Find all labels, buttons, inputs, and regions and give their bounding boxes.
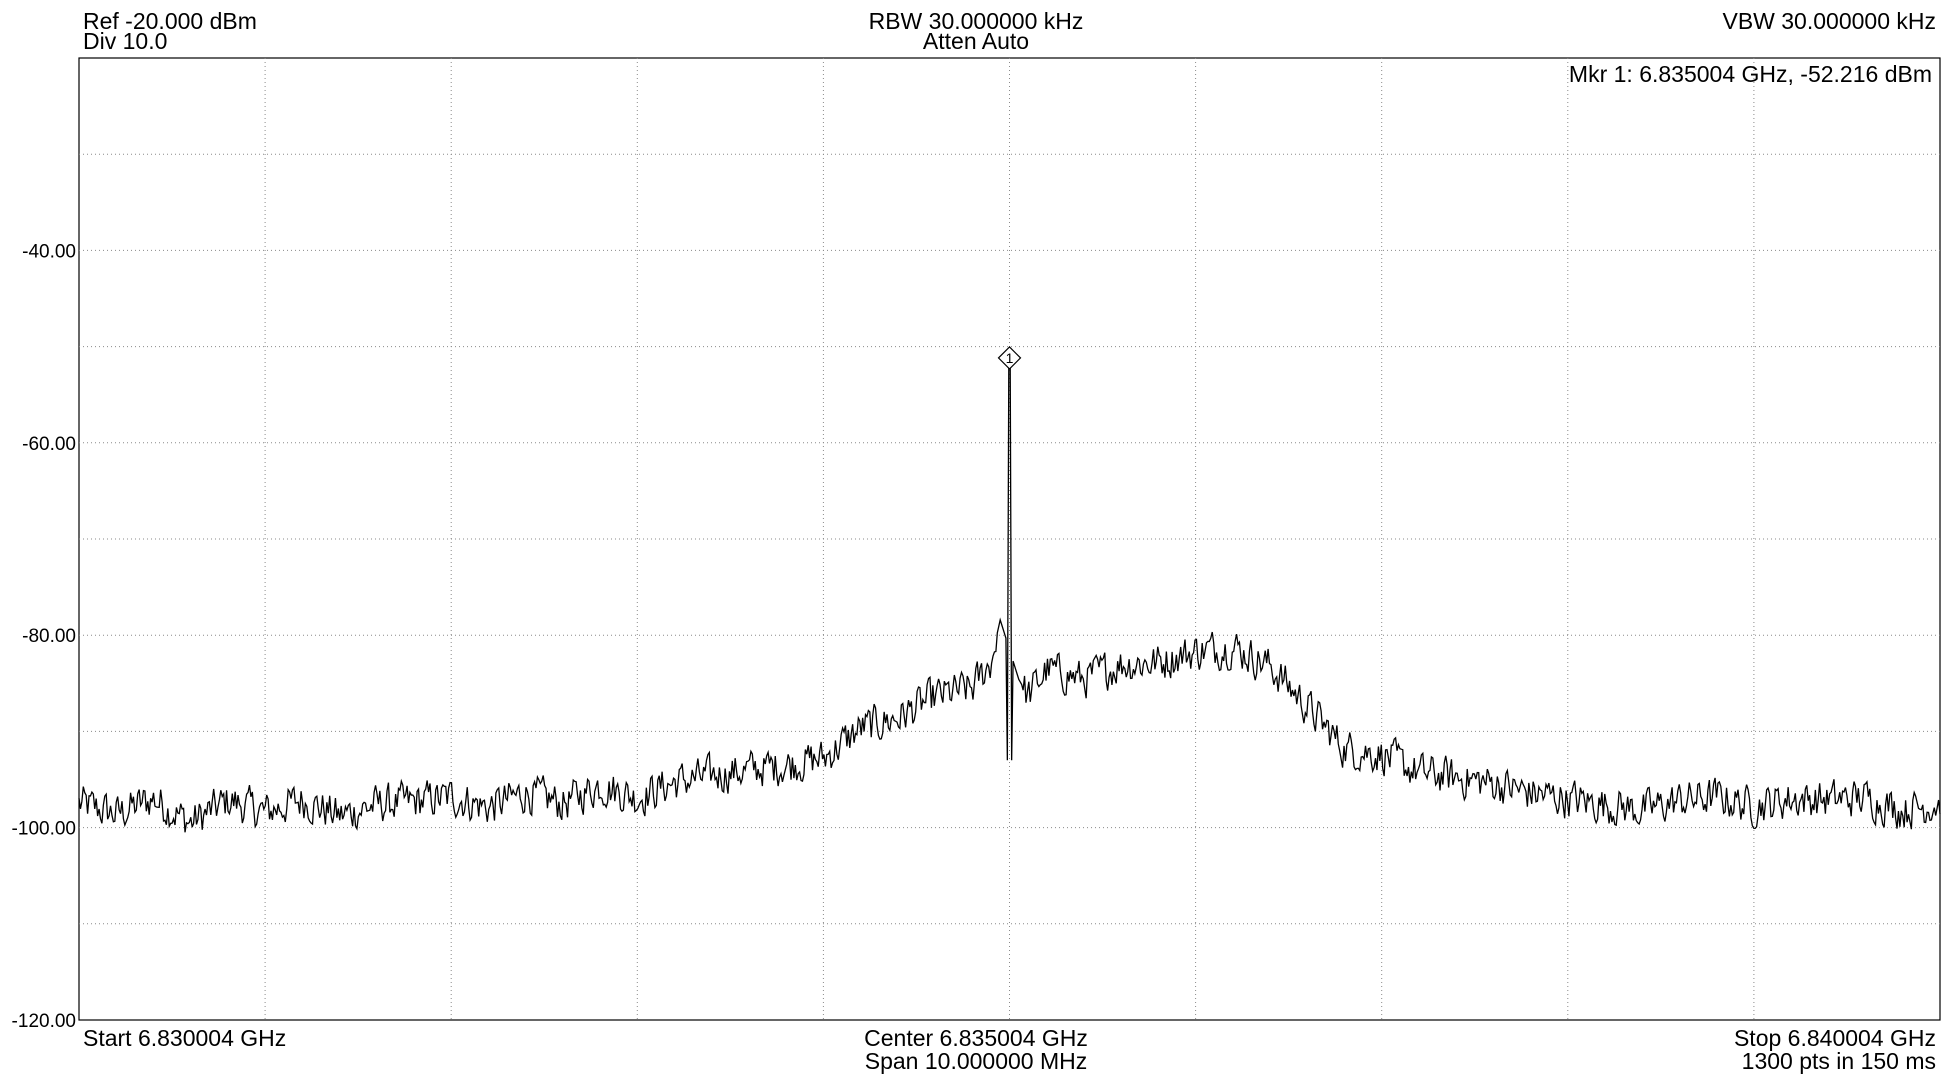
rbw-label: RBW 30.000000 kHz bbox=[868, 8, 1084, 34]
ref-level-label: Ref -20.000 dBm bbox=[83, 8, 257, 34]
marker-readout: Mkr 1: 6.835004 GHz, -52.216 dBm bbox=[1569, 61, 1932, 87]
vbw-label: VBW 30.000000 kHz bbox=[1722, 8, 1936, 34]
div-scale-label: Div 10.0 bbox=[83, 28, 168, 54]
y-tick-label: -40.00 bbox=[22, 241, 76, 262]
marker-1: 1 bbox=[997, 346, 1022, 370]
y-axis-ticks: -40.00 -60.00 -80.00 -100.00 -120.00 bbox=[12, 241, 76, 1032]
marker-number: 1 bbox=[1006, 350, 1014, 366]
y-tick-label: -80.00 bbox=[22, 626, 76, 647]
center-freq-label: Center 6.835004 GHz bbox=[864, 1025, 1088, 1051]
atten-label: Atten Auto bbox=[922, 28, 1030, 54]
y-tick-label: -100.00 bbox=[12, 819, 76, 840]
marker-diamond-icon bbox=[997, 346, 1022, 370]
stop-freq-label: Stop 6.840004 GHz bbox=[1733, 1025, 1936, 1051]
y-tick-label: -120.00 bbox=[12, 1011, 76, 1032]
sweep-points-label: 1300 pts in 150 ms bbox=[1741, 1048, 1936, 1074]
plot-grid bbox=[79, 58, 1940, 1020]
span-label: Span 10.000000 MHz bbox=[864, 1048, 1088, 1074]
y-tick-label: -60.00 bbox=[22, 434, 76, 455]
start-freq-label: Start 6.830004 GHz bbox=[83, 1025, 287, 1051]
